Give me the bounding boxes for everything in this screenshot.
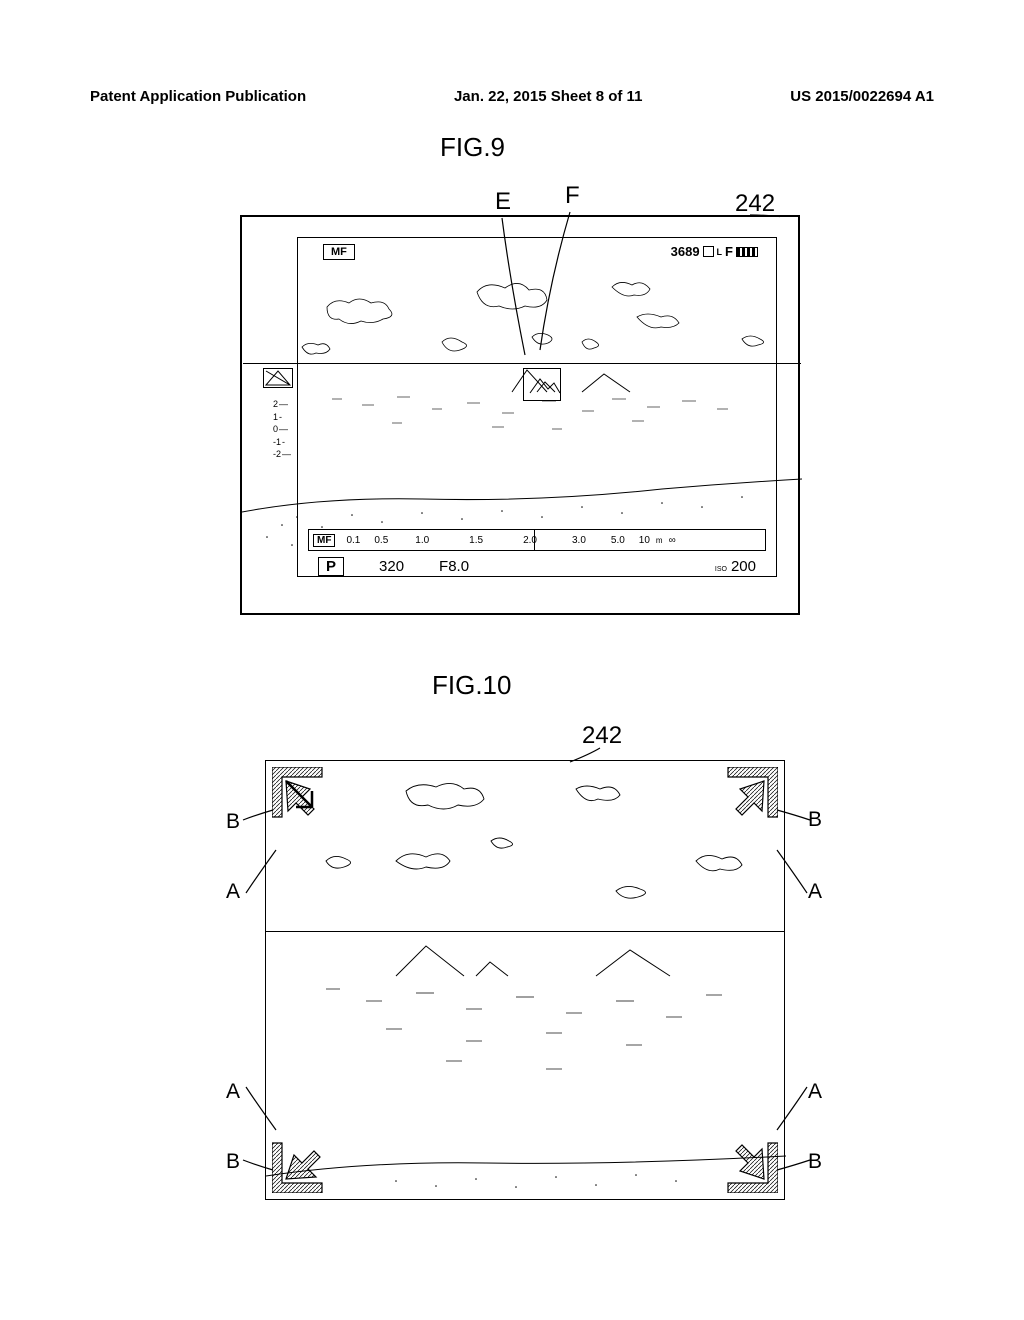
ev-tick: 1 <box>273 411 278 424</box>
mf-distance-scale: MF 0.1 0.5 1.0 1.5 2.0 3.0 5.0 10 m ∞ <box>308 529 766 551</box>
corner-bl <box>272 1133 332 1193</box>
top-right-info: 3689 L F <box>671 244 758 259</box>
header-center: Jan. 22, 2015 Sheet 8 of 11 <box>454 88 642 105</box>
mode-badge: P <box>318 557 344 576</box>
mf-tick: 1.5 <box>449 535 503 546</box>
fig10-label: FIG.10 <box>432 670 511 701</box>
mf-tick: 10 <box>635 535 654 546</box>
corner-tr <box>718 767 778 827</box>
fig9-horizon <box>243 363 801 364</box>
mf-badge: MF <box>323 244 355 260</box>
ev-tick: 0 <box>273 423 278 436</box>
iso-label: ISO <box>715 566 727 573</box>
fig10-scene <box>266 761 786 1201</box>
header-right: US 2015/0022694 A1 <box>790 88 934 105</box>
size-label: L <box>717 247 723 257</box>
focus-box <box>523 368 561 401</box>
mf-tick: 3.0 <box>557 535 601 546</box>
mf-scale-label: MF <box>313 534 335 547</box>
size-icon <box>703 246 714 257</box>
battery-icon <box>736 247 758 257</box>
page-header: Patent Application Publication Jan. 22, … <box>0 88 1024 105</box>
mf-tick: 1.0 <box>395 535 449 546</box>
fig9-label: FIG.9 <box>440 132 505 163</box>
ev-scale: 2— 1- 0— -1- -2— <box>273 398 291 461</box>
ev-tick: 2 <box>273 398 278 411</box>
exposure-badge <box>263 368 293 388</box>
corner-br <box>718 1133 778 1193</box>
mf-pointer <box>534 529 535 551</box>
mf-tick: 0.5 <box>367 535 395 546</box>
mf-tick: 2.0 <box>503 535 557 546</box>
ev-tick: -2 <box>273 448 281 461</box>
fig9-outer-frame: MF 3689 L F 2— 1- 0— -1- -2— MF 0.1 0.5 … <box>240 215 800 615</box>
iso-value: 200 <box>731 558 756 575</box>
ev-tick: -1 <box>273 436 281 449</box>
mf-tick: 0.1 <box>339 535 367 546</box>
corner-tl <box>272 767 332 827</box>
mf-tick: 5.0 <box>601 535 635 546</box>
fig9-inner-frame: MF 3689 L F 2— 1- 0— -1- -2— MF 0.1 0.5 … <box>297 237 777 577</box>
bottom-status-row: P 320 F8.0 ISO 200 <box>318 557 756 576</box>
format-label: F <box>725 244 733 259</box>
mf-tick: ∞ <box>665 535 680 546</box>
shot-count: 3689 <box>671 244 700 259</box>
mf-tick: m <box>654 536 665 545</box>
header-left: Patent Application Publication <box>90 88 306 105</box>
shutter-value: 320 <box>379 558 404 575</box>
fig10-frame <box>265 760 785 1200</box>
aperture-value: F8.0 <box>439 558 469 575</box>
